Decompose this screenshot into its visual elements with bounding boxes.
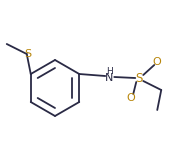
Text: S: S	[136, 71, 143, 85]
Text: S: S	[24, 49, 31, 59]
Text: H: H	[106, 66, 113, 76]
Text: N: N	[105, 73, 113, 83]
Text: O: O	[153, 57, 162, 67]
Text: O: O	[127, 93, 136, 103]
